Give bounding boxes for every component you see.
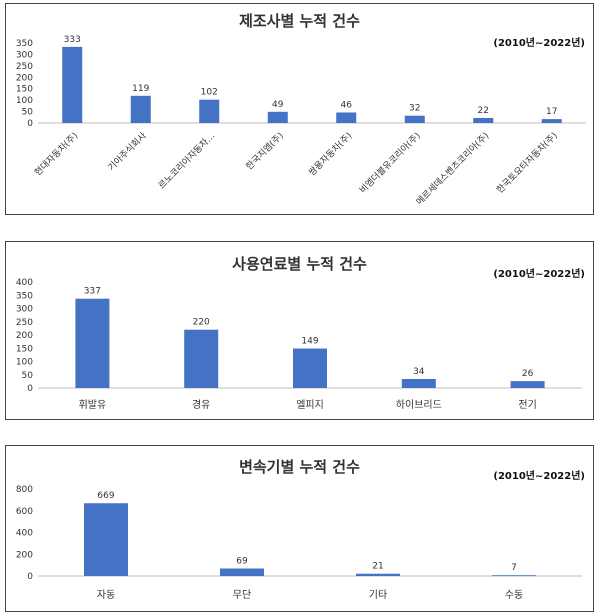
- x-category-label: 쌍용자동차(주): [306, 130, 355, 179]
- chart-plot: 0 50 100 150 200 250 300 350 400 337 휘발유 220 경유 149 엘피…: [16, 278, 582, 411]
- chart-plot: 0 200 400 600 800 669 자동 69 무단 21 기타 7 수동: [16, 485, 582, 601]
- x-category-label: 한국지엠(주): [243, 130, 286, 173]
- chart-panel-transmission: 변속기별 누적 건수 (2010년~2022년) 0 200 400 600 800 66…: [5, 445, 594, 612]
- y-tick-label: 300: [16, 305, 33, 315]
- data-label: 7: [511, 563, 517, 573]
- chart-title: 변속기별 누적 건수: [239, 458, 360, 476]
- chart-panel-fuel: 사용연료별 누적 건수 (2010년~2022년) 0 50 100 150 200 25…: [5, 241, 594, 420]
- y-tick-label: 200: [16, 331, 33, 341]
- y-tick-label: 100: [16, 96, 33, 106]
- data-label: 26: [522, 369, 534, 379]
- y-tick-label: 150: [16, 85, 33, 95]
- data-label: 34: [413, 367, 425, 377]
- x-category-label: 기타: [369, 589, 387, 601]
- y-tick-label: 600: [16, 507, 33, 517]
- x-category-label: 전기: [518, 399, 536, 411]
- x-category-label: 비엠더블유코리아(주): [357, 130, 423, 196]
- y-tick-label: 50: [22, 371, 34, 381]
- bar: [267, 111, 288, 123]
- x-category-label: 현대자동차(주): [32, 130, 81, 179]
- y-tick-label: 350: [16, 291, 33, 301]
- bar: [356, 573, 400, 576]
- data-label: 119: [132, 84, 149, 94]
- bar: [199, 99, 220, 123]
- bar: [336, 112, 357, 123]
- chart-title: 사용연료별 누적 건수: [232, 255, 367, 273]
- data-label: 149: [301, 337, 318, 347]
- x-category-label: 무단: [233, 589, 251, 601]
- data-label: 21: [372, 562, 383, 572]
- bar: [220, 568, 264, 576]
- bar: [130, 95, 151, 123]
- y-tick-label: 0: [27, 119, 33, 129]
- chart-subtitle: (2010년~2022년): [493, 471, 585, 482]
- data-label: 337: [84, 287, 101, 297]
- x-category-label: 수동: [505, 589, 523, 601]
- bar: [84, 503, 128, 576]
- y-tick-label: 50: [22, 108, 34, 118]
- y-tick-label: 150: [16, 344, 33, 354]
- bar: [492, 575, 536, 577]
- x-category-label: 휘발유: [79, 399, 107, 411]
- data-label: 69: [236, 556, 248, 566]
- data-label: 32: [409, 104, 420, 114]
- x-category-label: 경유: [192, 398, 210, 411]
- x-category-label: 메르세데스벤츠코리아(주): [414, 130, 491, 207]
- bar: [473, 117, 494, 123]
- data-label: 22: [478, 106, 489, 116]
- data-label: 46: [341, 100, 353, 110]
- bar: [401, 378, 436, 388]
- y-tick-label: 400: [16, 529, 33, 539]
- y-tick-label: 0: [27, 572, 33, 582]
- y-tick-label: 250: [16, 62, 33, 72]
- x-category-label: 엘피지: [296, 398, 324, 411]
- x-category-label: 르노코리아자동차…: [156, 130, 218, 192]
- y-tick-label: 250: [16, 318, 33, 328]
- bar: [510, 381, 545, 388]
- chart-subtitle: (2010년~2022년): [493, 269, 585, 280]
- x-category-label: 한국토요타자동차(주): [494, 130, 560, 196]
- chart-title: 제조사별 누적 건수: [239, 12, 360, 30]
- x-category-label: 하이브리드: [396, 398, 442, 411]
- data-label: 220: [193, 318, 210, 328]
- data-label: 102: [201, 88, 218, 98]
- data-label: 669: [97, 491, 114, 501]
- x-category-label: 자동: [97, 589, 115, 601]
- bar: [541, 119, 562, 123]
- y-tick-label: 800: [16, 485, 33, 495]
- y-tick-label: 200: [16, 550, 33, 560]
- bar: [75, 298, 110, 388]
- y-tick-label: 100: [16, 358, 33, 368]
- data-label: 17: [546, 107, 557, 117]
- chart-panel-manufacturer: 제조사별 누적 건수 (2010년~2022년) 0 50 100 150 200 250…: [5, 3, 594, 215]
- bar: [293, 348, 327, 388]
- y-tick-label: 400: [16, 278, 33, 288]
- x-category-label: 기아주식회사: [106, 130, 149, 173]
- chart-subtitle: (2010년~2022년): [493, 38, 585, 49]
- y-tick-label: 350: [16, 39, 33, 49]
- bar: [62, 46, 83, 124]
- data-label: 333: [64, 35, 81, 45]
- y-tick-label: 200: [16, 73, 33, 83]
- y-tick-label: 300: [16, 50, 33, 60]
- bar: [184, 329, 219, 388]
- bar: [404, 115, 425, 123]
- data-label: 49: [272, 100, 284, 110]
- y-tick-label: 0: [27, 384, 33, 394]
